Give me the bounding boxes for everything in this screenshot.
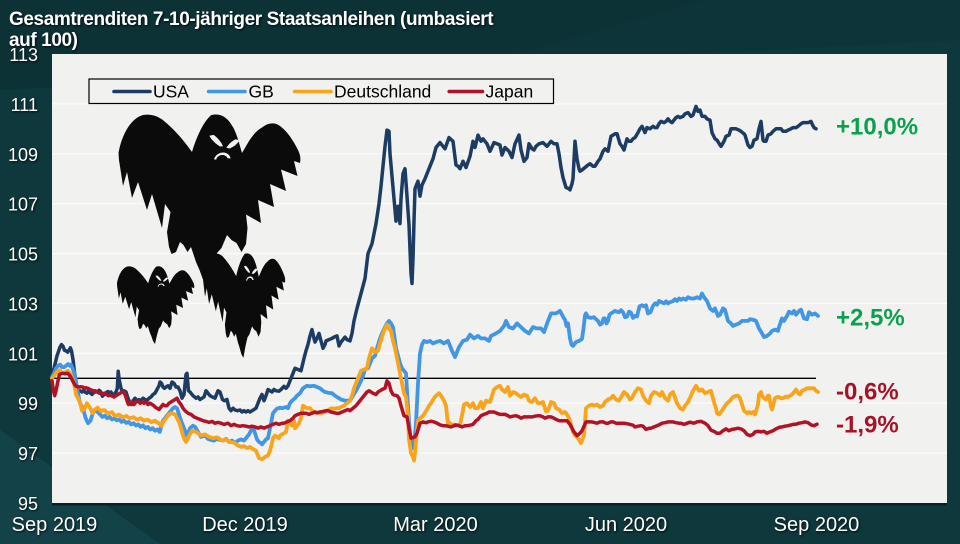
svg-text:107: 107: [8, 195, 38, 215]
svg-text:Dec 2019: Dec 2019: [202, 514, 288, 536]
svg-text:103: 103: [8, 294, 38, 314]
svg-text:105: 105: [8, 245, 38, 265]
svg-text:Mar 2020: Mar 2020: [393, 514, 478, 536]
svg-text:+10,0%: +10,0%: [836, 114, 918, 141]
svg-text:Jun 2020: Jun 2020: [585, 514, 667, 536]
svg-text:Gesamtrenditen 7-10-jähriger S: Gesamtrenditen 7-10-jähriger Staatsanlei…: [9, 9, 494, 30]
svg-text:-0,6%: -0,6%: [836, 379, 899, 406]
svg-text:101: 101: [8, 344, 38, 364]
svg-text:USA: USA: [153, 82, 189, 102]
svg-text:111: 111: [11, 95, 38, 115]
svg-text:109: 109: [8, 145, 38, 165]
svg-text:Sep 2019: Sep 2019: [12, 514, 98, 536]
svg-text:Sep 2020: Sep 2020: [774, 514, 860, 536]
svg-text:auf 100): auf 100): [9, 30, 78, 51]
svg-text:+2,5%: +2,5%: [836, 305, 905, 332]
svg-text:Deutschland: Deutschland: [334, 82, 431, 102]
svg-text:Japan: Japan: [486, 82, 534, 102]
svg-text:GB: GB: [249, 82, 274, 102]
svg-text:113: 113: [9, 45, 38, 65]
svg-text:97: 97: [18, 444, 38, 464]
svg-text:-1,9%: -1,9%: [836, 412, 899, 439]
svg-text:95: 95: [18, 494, 38, 514]
svg-text:99: 99: [18, 394, 38, 414]
